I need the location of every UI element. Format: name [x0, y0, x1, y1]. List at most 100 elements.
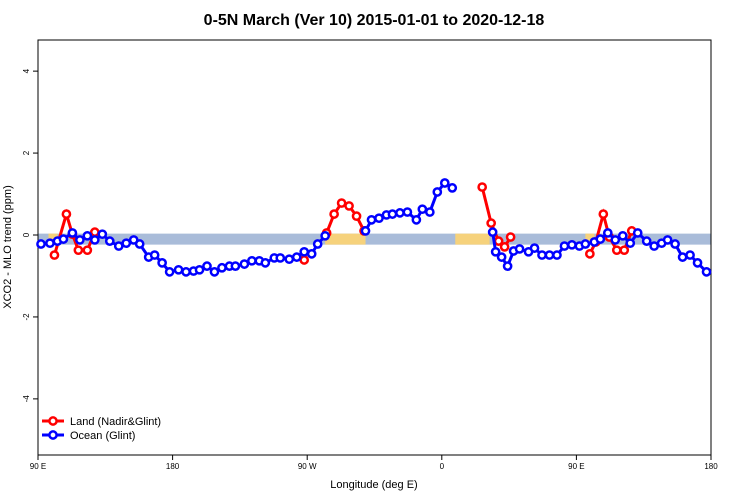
- point: [89, 235, 100, 245]
- point: [61, 209, 72, 219]
- point: [537, 250, 547, 260]
- point: [610, 235, 621, 245]
- point: [567, 239, 577, 250]
- point: [36, 239, 46, 249]
- y-tick-label: 0: [22, 232, 31, 237]
- point: [209, 267, 220, 277]
- x-tick-label: 180: [166, 462, 180, 471]
- point: [649, 241, 660, 251]
- point: [619, 245, 630, 256]
- point: [58, 234, 69, 244]
- chart-title: 0-5N March (Ver 10) 2015-01-01 to 2020-1…: [204, 12, 545, 29]
- x-tick-label: 180: [704, 462, 718, 471]
- point: [134, 239, 145, 249]
- point: [230, 261, 241, 271]
- point: [439, 178, 450, 188]
- point: [164, 267, 175, 277]
- point: [502, 261, 513, 271]
- y-tick-label: 2: [22, 150, 31, 155]
- point: [312, 239, 323, 249]
- point: [336, 198, 347, 208]
- point: [260, 258, 271, 268]
- point: [284, 254, 295, 265]
- point: [490, 246, 501, 257]
- point: [598, 209, 609, 219]
- point: [89, 227, 100, 237]
- point: [173, 264, 184, 275]
- point: [514, 244, 525, 254]
- y-tick-label: -4: [22, 395, 31, 403]
- point: [411, 214, 422, 225]
- point: [67, 228, 78, 238]
- point: [595, 234, 606, 244]
- point: [366, 214, 377, 225]
- point: [157, 258, 167, 268]
- point: [217, 262, 227, 273]
- legend-label: Ocean (Glint): [70, 430, 135, 442]
- point: [477, 182, 488, 192]
- y-axis-label: XCO2 - MLO trend (ppm): [2, 185, 14, 308]
- x-tick-label: 90 W: [298, 462, 317, 471]
- point: [487, 227, 498, 237]
- legend-label: Land (Nadir&Glint): [70, 416, 161, 428]
- point: [299, 246, 310, 257]
- x-tick-label: 90 E: [568, 462, 584, 471]
- point: [499, 242, 510, 252]
- point: [202, 261, 212, 271]
- point: [291, 252, 302, 262]
- point: [344, 201, 354, 211]
- point: [402, 207, 413, 217]
- point: [194, 264, 205, 275]
- point: [432, 187, 443, 197]
- y-tick-label: 4: [22, 68, 31, 73]
- point: [677, 252, 688, 262]
- point: [247, 255, 257, 266]
- point: [181, 267, 191, 277]
- point: [329, 209, 339, 219]
- point: [75, 235, 85, 245]
- x-tick-label: 90 E: [30, 462, 46, 471]
- point: [387, 209, 398, 219]
- point: [496, 252, 507, 262]
- point: [632, 228, 643, 238]
- point: [559, 241, 570, 251]
- point: [701, 267, 712, 277]
- point: [395, 208, 405, 218]
- point: [306, 248, 317, 259]
- point: [529, 243, 540, 253]
- point: [351, 211, 362, 222]
- point: [374, 213, 384, 224]
- point: [417, 204, 428, 215]
- x-tick-label: 0: [440, 462, 445, 471]
- legend-marker: [48, 430, 58, 440]
- point: [505, 232, 516, 242]
- point: [49, 250, 60, 260]
- point: [692, 258, 703, 268]
- point: [552, 250, 562, 260]
- point: [641, 236, 652, 247]
- point: [320, 230, 330, 241]
- y-tick-label: -2: [22, 313, 31, 321]
- legend-marker: [48, 416, 58, 426]
- point: [82, 230, 93, 241]
- point: [275, 253, 286, 263]
- point: [97, 229, 108, 240]
- point: [670, 239, 680, 249]
- point: [82, 245, 93, 256]
- point: [121, 238, 132, 249]
- point: [685, 250, 695, 260]
- point: [662, 235, 673, 245]
- point: [104, 236, 115, 247]
- point: [617, 230, 628, 241]
- point: [580, 239, 591, 249]
- point: [239, 259, 250, 269]
- point: [611, 245, 622, 256]
- point: [424, 207, 435, 217]
- point: [602, 228, 613, 238]
- point: [625, 238, 636, 249]
- x-axis-label: Longitude (deg E): [330, 479, 417, 491]
- point: [45, 238, 55, 249]
- point: [73, 245, 84, 256]
- point: [149, 250, 160, 260]
